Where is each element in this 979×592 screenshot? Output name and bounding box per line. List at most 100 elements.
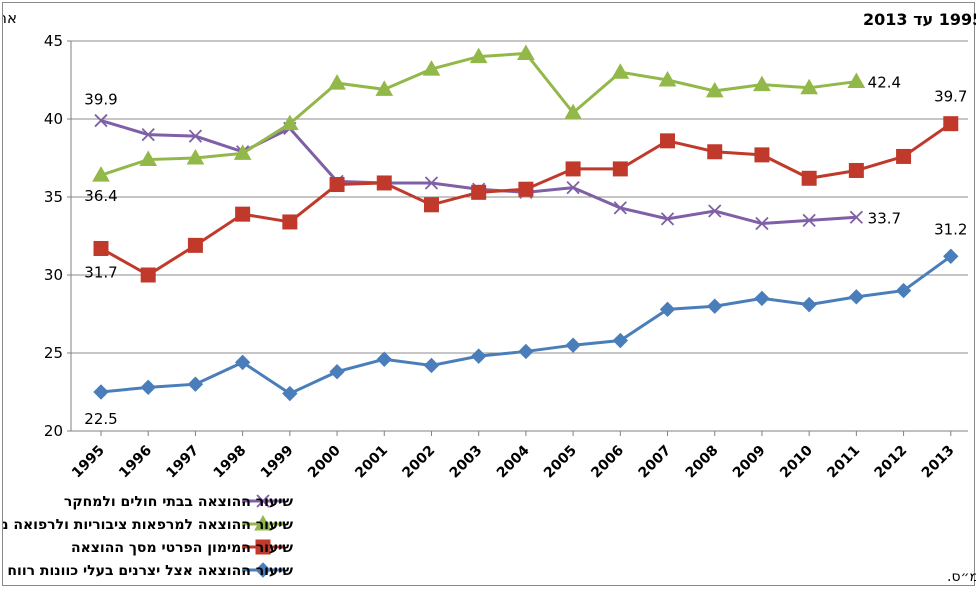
- x-tick-label-1995: 1995: [69, 443, 108, 482]
- series-4-point-2007: [659, 301, 676, 318]
- x-tick-label-2000: 2000: [305, 442, 344, 481]
- x-tick-label-2001: 2001: [352, 443, 391, 482]
- series-2-point-2004: [517, 44, 535, 60]
- series-4: [93, 248, 959, 402]
- legend-marker-3: [255, 539, 271, 555]
- series-1-point-2010: [802, 213, 816, 228]
- series-2-line: [100, 51, 857, 177]
- legend-item-4: שיעור ההוצאה אצל יצרנים בעלי כוונות רווח: [7, 562, 293, 579]
- data-labels: 39.9 33.7 36.4 42.4 31.7 39.7 22.5 31.2: [84, 74, 967, 428]
- data-label-series-1-1995: 39.9: [84, 91, 117, 109]
- series-2-point-2006: [611, 63, 630, 79]
- data-label-series-3-2013: 39.7: [934, 88, 967, 106]
- series-3-point-2002: [423, 197, 439, 213]
- series-2-point-2002: [422, 60, 441, 76]
- y-tick-label-35: 35: [44, 188, 63, 206]
- series-4-point-2009: [754, 290, 770, 307]
- axes: 20 25 30 35 40 45 1995 1996 1997 1998 1999 2000 2001…: [44, 32, 968, 481]
- series-2-point-2011: [847, 72, 866, 89]
- series-1-point-2009: [755, 216, 769, 231]
- series-3-point-2009: [754, 147, 770, 163]
- series-2-point-2003: [469, 47, 488, 64]
- series-3-point-2005: [565, 161, 581, 177]
- series-2-point-2009: [753, 75, 771, 92]
- series-3-point-2008: [707, 144, 723, 160]
- y-tick-label-25: 25: [44, 344, 63, 362]
- source-note: המקור: הלמ״ס.: [947, 569, 976, 585]
- series-3-point-2012: [896, 148, 912, 164]
- series-4-point-2010: [801, 296, 817, 313]
- series-4-point-2011: [848, 289, 865, 305]
- series-1-point-1995: [94, 113, 108, 128]
- series-2-point-2000: [328, 74, 346, 90]
- data-label-series-4-1995: 22.5: [84, 410, 117, 428]
- series-3-point-2013: [943, 116, 959, 132]
- series-2-point-1995: [92, 166, 110, 182]
- series-1-point-1996: [141, 127, 155, 142]
- series-3-point-2000: [329, 177, 345, 193]
- series-2-point-2010: [800, 78, 819, 95]
- series-1-point-2011: [849, 210, 864, 224]
- x-tick-label-2004: 2004: [494, 442, 533, 481]
- x-tick-label-2012: 2012: [872, 443, 911, 482]
- line-chart: איור 2: שיעורי המימון והביצוע של ההוצאה …: [3, 9, 976, 585]
- legend-label-4: שיעור ההוצאה אצל יצרנים בעלי כוונות רווח: [7, 563, 293, 579]
- series-3-point-2007: [660, 133, 676, 149]
- legend-item-1: שיעור ההוצאה בבתי חולים ולמחקר: [64, 494, 293, 510]
- series-4-point-2004: [518, 343, 534, 360]
- series-4-point-2003: [470, 348, 487, 364]
- x-tick-label-2009: 2009: [730, 443, 769, 482]
- series-4-point-1999: [282, 385, 298, 402]
- series-2-point-2001: [375, 80, 394, 96]
- series-2-point-1996: [139, 150, 158, 167]
- series-4-point-2013: [943, 248, 959, 264]
- grid: [71, 40, 968, 354]
- series-3-point-1996: [140, 267, 156, 283]
- series-3-point-2011: [848, 162, 864, 178]
- series-3-point-2001: [376, 175, 392, 191]
- series-4-line: [100, 255, 952, 396]
- y-tick-label-30: 30: [44, 266, 63, 284]
- series-1-point-1997: [188, 129, 203, 143]
- x-tick-label-1997: 1997: [163, 443, 202, 482]
- series-2-point-2005: [564, 103, 582, 120]
- series-group: [92, 44, 959, 402]
- y-tick-label-20: 20: [44, 422, 63, 440]
- series-2-point-1997: [186, 148, 205, 165]
- series-1-point-2006: [613, 201, 627, 215]
- data-label-series-1-2011: 33.7: [868, 209, 901, 227]
- x-tick-label-1998: 1998: [211, 443, 250, 482]
- series-2-point-2008: [705, 81, 724, 98]
- chart-title: איור 2: שיעורי המימון והביצוע של ההוצאה …: [863, 10, 976, 29]
- x-tick-label-1996: 1996: [116, 443, 155, 482]
- series-4-point-2002: [423, 357, 440, 374]
- x-tick-label-2008: 2008: [683, 443, 722, 482]
- series-3-point-1995: [93, 240, 109, 256]
- x-tick-label-2013: 2013: [919, 443, 958, 482]
- series-1-point-2007: [660, 212, 675, 226]
- series-4-point-1995: [93, 384, 109, 400]
- legend-marker-4: [255, 562, 271, 578]
- series-3-point-1998: [235, 206, 251, 222]
- series-2-point-1998: [233, 144, 252, 160]
- x-tick-label-2003: 2003: [447, 443, 486, 482]
- x-tick-label-1999: 1999: [258, 443, 297, 482]
- series-4-point-2005: [565, 337, 581, 353]
- series-3: [93, 116, 959, 283]
- x-tick-label-2006: 2006: [588, 443, 627, 482]
- series-1-line: [100, 119, 857, 226]
- series-2: [92, 44, 866, 182]
- y-tick-label-45: 45: [44, 32, 63, 50]
- series-4-point-1996: [140, 379, 156, 396]
- y-tick-label-40: 40: [44, 110, 63, 128]
- legend-marker-1: [256, 494, 270, 508]
- series-4-point-1998: [234, 354, 251, 371]
- series-3-point-2004: [518, 181, 534, 197]
- series-4-point-2001: [376, 351, 392, 367]
- data-label-series-2-1995: 36.4: [84, 187, 117, 205]
- series-1: [94, 113, 864, 231]
- series-4-point-2000: [329, 364, 345, 380]
- series-1-point-2008: [708, 204, 722, 218]
- series-2-point-1999: [280, 114, 299, 131]
